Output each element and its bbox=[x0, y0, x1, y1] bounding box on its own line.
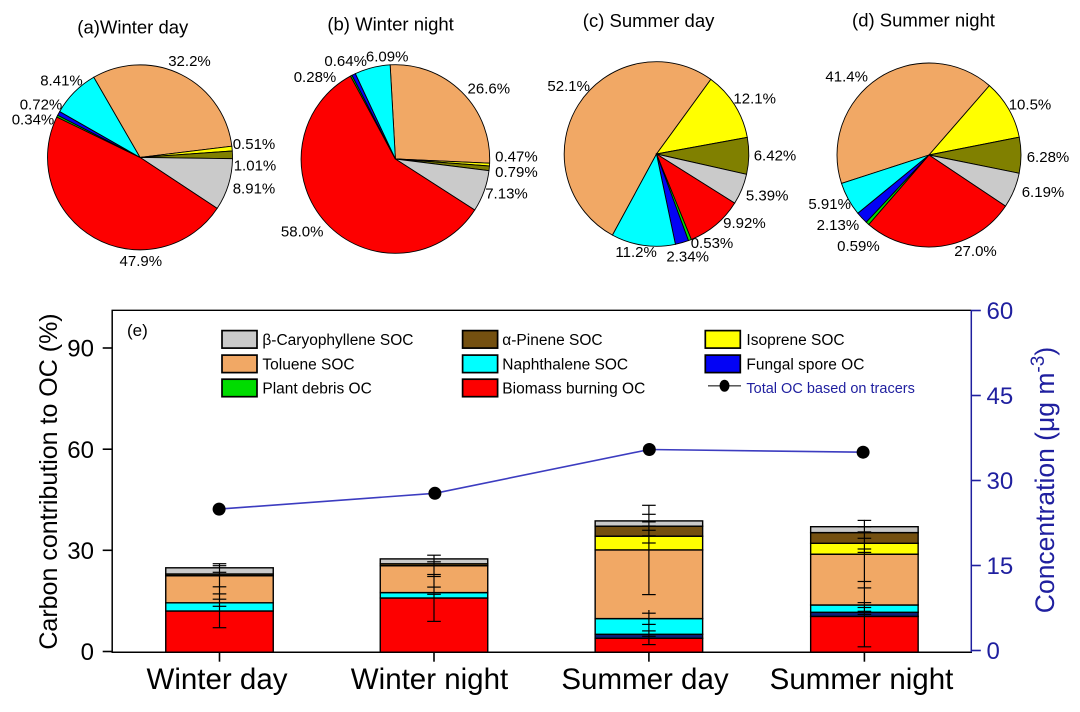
svg-text:Summer night: Summer night bbox=[770, 663, 954, 696]
svg-text:β-Caryophyllene SOC: β-Caryophyllene SOC bbox=[262, 332, 413, 349]
svg-text:α-Pinene SOC: α-Pinene SOC bbox=[502, 332, 602, 349]
svg-text:7.13%: 7.13% bbox=[485, 186, 528, 203]
svg-text:6.19%: 6.19% bbox=[1022, 184, 1065, 201]
svg-text:Concentration (μg m-3): Concentration (μg m-3) bbox=[1028, 347, 1061, 613]
svg-text:45: 45 bbox=[987, 383, 1014, 410]
svg-text:30: 30 bbox=[67, 538, 94, 565]
svg-text:Plant debris OC: Plant debris OC bbox=[262, 381, 371, 398]
svg-text:2.13%: 2.13% bbox=[817, 217, 860, 234]
svg-text:60: 60 bbox=[67, 437, 94, 464]
svg-text:Carbon contribution to OC (%): Carbon contribution to OC (%) bbox=[35, 313, 63, 649]
svg-text:0: 0 bbox=[987, 638, 1000, 665]
svg-text:0.79%: 0.79% bbox=[495, 164, 538, 181]
svg-text:8.41%: 8.41% bbox=[40, 73, 83, 90]
svg-text:26.6%: 26.6% bbox=[468, 80, 511, 97]
svg-text:41.4%: 41.4% bbox=[825, 69, 868, 86]
svg-text:11.2%: 11.2% bbox=[615, 244, 656, 261]
svg-text:(d) Summer night: (d) Summer night bbox=[852, 9, 995, 30]
svg-text:52.1%: 52.1% bbox=[547, 78, 590, 95]
svg-text:0.64%: 0.64% bbox=[324, 53, 367, 70]
svg-text:6.28%: 6.28% bbox=[1027, 149, 1070, 166]
svg-text:(c) Summer day: (c) Summer day bbox=[583, 10, 715, 31]
svg-text:6.09%: 6.09% bbox=[366, 49, 409, 66]
svg-text:Fungal spore OC: Fungal spore OC bbox=[746, 357, 864, 374]
svg-text:5.91%: 5.91% bbox=[808, 196, 851, 213]
svg-text:2.34%: 2.34% bbox=[666, 248, 709, 265]
svg-text:Toluene SOC: Toluene SOC bbox=[262, 357, 354, 374]
svg-text:0.28%: 0.28% bbox=[294, 69, 337, 86]
svg-text:9.92%: 9.92% bbox=[723, 215, 766, 232]
svg-text:6.42%: 6.42% bbox=[754, 148, 797, 165]
svg-text:(e): (e) bbox=[127, 321, 148, 340]
svg-text:Winter night: Winter night bbox=[351, 663, 508, 696]
svg-text:60: 60 bbox=[987, 298, 1014, 325]
svg-text:(b) Winter night: (b) Winter night bbox=[327, 13, 453, 34]
svg-text:90: 90 bbox=[67, 336, 94, 363]
svg-text:32.2%: 32.2% bbox=[168, 53, 211, 70]
svg-text:5.39%: 5.39% bbox=[746, 188, 789, 205]
svg-text:12.1%: 12.1% bbox=[733, 91, 776, 108]
svg-text:1.01%: 1.01% bbox=[234, 158, 277, 175]
svg-text:Winter day: Winter day bbox=[147, 663, 288, 696]
svg-text:0: 0 bbox=[81, 639, 94, 666]
svg-text:0.53%: 0.53% bbox=[691, 235, 734, 252]
svg-text:Naphthalene SOC: Naphthalene SOC bbox=[502, 357, 628, 374]
svg-text:47.9%: 47.9% bbox=[120, 253, 163, 270]
svg-text:Summer day: Summer day bbox=[561, 663, 728, 696]
svg-text:Isoprene SOC: Isoprene SOC bbox=[746, 332, 844, 349]
svg-text:Biomass burning OC: Biomass burning OC bbox=[502, 381, 645, 398]
svg-text:0.72%: 0.72% bbox=[20, 97, 63, 114]
svg-text:0.47%: 0.47% bbox=[495, 148, 538, 165]
svg-text:(a)Winter day: (a)Winter day bbox=[77, 17, 189, 38]
svg-text:15: 15 bbox=[987, 553, 1014, 580]
svg-text:58.0%: 58.0% bbox=[281, 224, 324, 241]
svg-text:Total OC based on tracers: Total OC based on tracers bbox=[746, 381, 914, 397]
svg-text:0.51%: 0.51% bbox=[233, 136, 276, 153]
svg-text:10.5%: 10.5% bbox=[1009, 97, 1052, 114]
svg-text:0.59%: 0.59% bbox=[837, 238, 880, 255]
svg-text:27.0%: 27.0% bbox=[954, 243, 997, 260]
svg-text:30: 30 bbox=[987, 468, 1014, 495]
svg-text:0.34%: 0.34% bbox=[12, 112, 55, 129]
svg-text:8.91%: 8.91% bbox=[233, 181, 276, 198]
